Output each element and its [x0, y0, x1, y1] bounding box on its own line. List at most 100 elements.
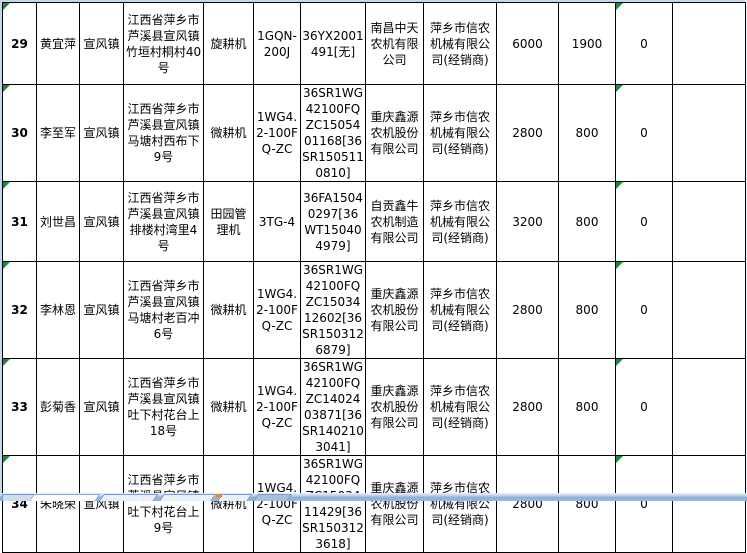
- cell-32-dealer[interactable]: 萍乡市信农机械有限公司(经销商): [423, 261, 497, 359]
- cell-29-town[interactable]: 宣风镇: [79, 2, 124, 85]
- cell-31-extra[interactable]: [672, 181, 746, 262]
- cell-33-price[interactable]: 2800: [496, 358, 559, 456]
- sheet-tab[interactable]: [155, 494, 217, 501]
- cell-29-name[interactable]: 黄宜萍: [36, 2, 80, 85]
- error-indicator-triangle-icon: [616, 359, 623, 366]
- cell-29-price[interactable]: 6000: [496, 2, 559, 85]
- cell-32-flag[interactable]: 0: [615, 261, 673, 359]
- cell-29-manufacturer[interactable]: 南昌中天农机有限公司: [365, 2, 424, 85]
- window-edge-top: [0, 0, 747, 2]
- cell-32-price[interactable]: 2800: [496, 261, 559, 359]
- cell-30-row-no[interactable]: 30: [2, 84, 37, 182]
- error-indicator-triangle-icon: [3, 3, 10, 10]
- cell-30-flag[interactable]: 0: [615, 84, 673, 182]
- cell-31-town[interactable]: 宣风镇: [79, 181, 124, 262]
- cell-33-town[interactable]: 宣风镇: [79, 358, 124, 456]
- error-indicator-triangle-icon: [616, 182, 623, 189]
- cell-30-machine-type[interactable]: 微耕机: [203, 84, 254, 182]
- cell-31-row-no[interactable]: 31: [2, 181, 37, 262]
- sheet-tab[interactable]: [95, 494, 159, 501]
- window-edge-left: [0, 0, 2, 494]
- cell-32-manufacturer[interactable]: 重庆鑫源农机股份有限公司: [365, 261, 424, 359]
- cell-29-machine-type[interactable]: 旋耕机: [203, 2, 254, 85]
- cell-30-manufacturer[interactable]: 重庆鑫源农机股份有限公司: [365, 84, 424, 182]
- cell-32-extra[interactable]: [672, 261, 746, 359]
- cell-29-extra[interactable]: [672, 2, 746, 85]
- cell-30-dealer[interactable]: 萍乡市信农机械有限公司(经销商): [423, 84, 497, 182]
- cell-29-subsidy[interactable]: 1900: [558, 2, 616, 85]
- cell-32-town[interactable]: 宣风镇: [79, 261, 124, 359]
- cell-30-name[interactable]: 李至军: [36, 84, 80, 182]
- cell-33-name[interactable]: 彭菊香: [36, 358, 80, 456]
- cell-32-name[interactable]: 李林恩: [36, 261, 80, 359]
- cell-33-subsidy[interactable]: 800: [558, 358, 616, 456]
- table-row: 29 黄宜萍 宣风镇 江西省萍乡市芦溪县宣风镇竹垣村桐村40号 旋耕机 1GQN-200J…: [2, 2, 746, 85]
- cell-29-dealer[interactable]: 萍乡市信农机械有限公司(经销商): [423, 2, 497, 85]
- cell-32-model[interactable]: 1WG4.2-100FQ-ZC: [253, 261, 301, 359]
- table-row: 34朱晓荣宣风镇江西省萍乡市芦溪县宣风镇吐下村花台上9号微耕机1WG4.2-10…: [2, 455, 746, 553]
- cell-30-town[interactable]: 宣风镇: [79, 84, 124, 182]
- sheet-tab[interactable]: [249, 494, 293, 501]
- cell-34-serial[interactable]: 36SR1WG42100FQZC1503411429[36SR150312361…: [300, 455, 366, 553]
- cell-30-subsidy[interactable]: 800: [558, 84, 616, 182]
- cell-30-address[interactable]: 江西省萍乡市芦溪县宣风镇马塘村西布下9号: [123, 84, 204, 182]
- cell-31-address[interactable]: 江西省萍乡市芦溪县宣风镇排楼村湾里4号: [123, 181, 204, 262]
- cell-33-address[interactable]: 江西省萍乡市芦溪县宣风镇吐下村花台上18号: [123, 358, 204, 456]
- cell-30-extra[interactable]: [672, 84, 746, 182]
- table-row: 30 李至军 宣风镇 江西省萍乡市芦溪县宣风镇马塘村西布下9号 微耕机 1WG4.2-10…: [2, 84, 746, 182]
- cell-30-model[interactable]: 1WG4.2-100FQ-ZC: [253, 84, 301, 182]
- cell-34-model[interactable]: 1WG4.2-100FQ-ZC: [253, 455, 301, 553]
- cell-34-dealer[interactable]: 萍乡市信农机械有限公司(经销商): [423, 455, 497, 553]
- cell-29-serial[interactable]: 36YX2001491[无]: [300, 2, 366, 85]
- cell-34-subsidy[interactable]: 800: [558, 455, 616, 553]
- cell-33-row-no[interactable]: 33: [2, 358, 37, 456]
- error-indicator-triangle-icon: [616, 85, 623, 92]
- cell-32-address[interactable]: 江西省萍乡市芦溪县宣风镇马塘村老百冲6号: [123, 261, 204, 359]
- cell-34-address[interactable]: 江西省萍乡市芦溪县宣风镇吐下村花台上9号: [123, 455, 204, 553]
- cell-34-extra[interactable]: [672, 455, 746, 553]
- error-indicator-triangle-icon: [3, 359, 10, 366]
- cell-33-serial[interactable]: 36SR1WG42100FQZC1402403871[36SR140210304…: [300, 358, 366, 456]
- cell-32-serial[interactable]: 36SR1WG42100FQZC1503412602[36SR150312687…: [300, 261, 366, 359]
- cell-29-row-no[interactable]: 29: [2, 2, 37, 85]
- cell-33-dealer[interactable]: 萍乡市信农机械有限公司(经销商): [423, 358, 497, 456]
- cell-31-model[interactable]: 3TG-4: [253, 181, 301, 262]
- cell-33-flag[interactable]: 0: [615, 358, 673, 456]
- cell-32-row-no[interactable]: 32: [2, 261, 37, 359]
- table-row: 32 李林恩 宣风镇 江西省萍乡市芦溪县宣风镇马塘村老百冲6号 微耕机 1WG4.2-10…: [2, 261, 746, 359]
- cell-34-flag[interactable]: 0: [615, 455, 673, 553]
- cell-30-serial[interactable]: 36SR1WG42100FQZC1505401168[36SR150511081…: [300, 84, 366, 182]
- cell-30-price[interactable]: 2800: [496, 84, 559, 182]
- cell-33-extra[interactable]: [672, 358, 746, 456]
- cell-31-flag[interactable]: 0: [615, 181, 673, 262]
- cell-31-dealer[interactable]: 萍乡市信农机械有限公司(经销商): [423, 181, 497, 262]
- cell-32-subsidy[interactable]: 800: [558, 261, 616, 359]
- error-indicator-triangle-icon: [3, 456, 10, 463]
- cell-33-machine-type[interactable]: 微耕机: [203, 358, 254, 456]
- cell-33-manufacturer[interactable]: 重庆鑫源农机股份有限公司: [365, 358, 424, 456]
- sheet-tab-bar[interactable]: [0, 493, 747, 501]
- error-indicator-triangle-icon: [616, 262, 623, 269]
- cell-34-name[interactable]: 朱晓荣: [36, 455, 80, 553]
- cell-31-serial[interactable]: 36FA15040297[36WT150404979]: [300, 181, 366, 262]
- cell-31-manufacturer[interactable]: 自贡鑫牛农机制造有限公司: [365, 181, 424, 262]
- error-indicator-triangle-icon: [616, 456, 623, 463]
- tab-accent-mark: [216, 494, 222, 497]
- cell-29-address[interactable]: 江西省萍乡市芦溪县宣风镇竹垣村桐村40号: [123, 2, 204, 85]
- cell-34-row-no[interactable]: 34: [2, 455, 37, 553]
- cell-31-price[interactable]: 3200: [496, 181, 559, 262]
- cell-31-machine-type[interactable]: 田园管理机: [203, 181, 254, 262]
- cell-34-town[interactable]: 宣风镇: [79, 455, 124, 553]
- cell-34-price[interactable]: 2800: [496, 455, 559, 553]
- cell-32-machine-type[interactable]: 微耕机: [203, 261, 254, 359]
- cell-29-flag[interactable]: 0: [615, 2, 673, 85]
- cell-31-subsidy[interactable]: 800: [558, 181, 616, 262]
- cell-34-machine-type[interactable]: 微耕机: [203, 455, 254, 553]
- cell-33-model[interactable]: 1WG4.2-100FQ-ZC: [253, 358, 301, 456]
- active-sheet-tab[interactable]: [25, 494, 101, 501]
- cell-34-manufacturer[interactable]: 重庆鑫源农机股份有限公司: [365, 455, 424, 553]
- cell-31-name[interactable]: 刘世昌: [36, 181, 80, 262]
- cell-29-model[interactable]: 1GQN-200J: [253, 2, 301, 85]
